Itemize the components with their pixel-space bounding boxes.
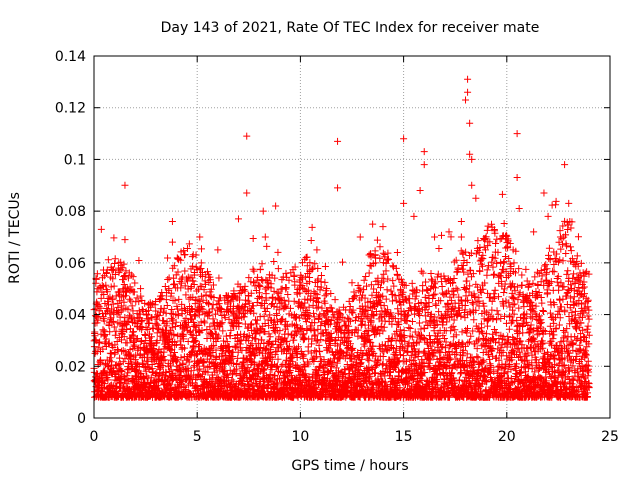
- data-point: [168, 238, 176, 246]
- data-point: [379, 223, 387, 231]
- data-point: [513, 130, 521, 138]
- data-point: [431, 233, 439, 241]
- data-point: [259, 207, 267, 215]
- data-point: [565, 199, 573, 207]
- data-point: [197, 259, 205, 267]
- y-tick-label: 0.08: [55, 204, 86, 220]
- data-point: [272, 202, 280, 210]
- data-point: [544, 212, 552, 220]
- data-point: [420, 161, 428, 169]
- data-point: [234, 215, 242, 223]
- data-point: [168, 217, 176, 225]
- data-point: [410, 212, 418, 220]
- chart-title: Day 143 of 2021, Rate Of TEC Index for r…: [161, 20, 540, 36]
- data-point: [445, 228, 453, 236]
- data-point: [121, 236, 129, 244]
- y-tick-label: 0.02: [55, 359, 86, 375]
- data-point: [577, 272, 585, 280]
- y-tick-label: 0.14: [55, 49, 86, 65]
- data-point: [540, 189, 548, 197]
- x-tick-label: 0: [90, 429, 99, 445]
- data-point: [466, 119, 474, 127]
- data-point: [261, 233, 269, 241]
- data-point: [115, 259, 123, 267]
- data-point: [243, 189, 251, 197]
- data-point: [400, 135, 408, 143]
- data-point: [334, 137, 342, 145]
- x-tick-label: 25: [601, 429, 619, 445]
- y-tick-label: 0.06: [55, 256, 86, 272]
- plot-frame: [93, 55, 611, 419]
- data-point: [513, 174, 521, 182]
- data-point: [464, 75, 472, 83]
- x-tick-label: 10: [291, 429, 309, 445]
- data-series: [90, 75, 593, 401]
- data-point: [420, 148, 428, 156]
- x-axis-label: GPS time / hours: [291, 458, 408, 474]
- y-axis-label: ROTI / TECUs: [7, 192, 23, 284]
- data-point: [100, 272, 108, 280]
- y-tick-label: 0: [77, 411, 86, 427]
- data-point: [369, 220, 377, 228]
- data-point: [214, 246, 222, 254]
- data-point: [400, 199, 408, 207]
- x-tick-label: 5: [193, 429, 202, 445]
- data-point: [416, 186, 424, 194]
- y-tick-label: 0.1: [64, 152, 86, 168]
- y-tick-label: 0.12: [55, 101, 86, 117]
- data-point: [313, 246, 321, 254]
- data-point: [468, 181, 476, 189]
- data-point: [515, 205, 523, 213]
- data-point: [472, 194, 480, 202]
- data-point: [462, 96, 470, 104]
- data-point: [121, 181, 129, 189]
- data-point: [530, 228, 538, 236]
- data-point: [457, 233, 465, 241]
- x-tick-label: 20: [498, 429, 516, 445]
- data-point: [243, 132, 251, 140]
- data-point: [556, 233, 564, 241]
- axes: 0 5 10 15 20 25 0 0.02 0.04 0.06 0.08 0.1 0.12 0.14: [55, 49, 619, 445]
- data-point: [468, 155, 476, 163]
- data-point: [356, 233, 364, 241]
- x-tick-label: 15: [395, 429, 413, 445]
- data-point: [393, 249, 401, 257]
- data-point: [466, 150, 474, 158]
- data-point: [334, 184, 342, 192]
- data-point: [94, 285, 102, 293]
- y-tick-label: 0.04: [55, 308, 86, 324]
- data-point: [561, 161, 569, 169]
- data-point: [457, 217, 465, 225]
- data-point: [464, 88, 472, 96]
